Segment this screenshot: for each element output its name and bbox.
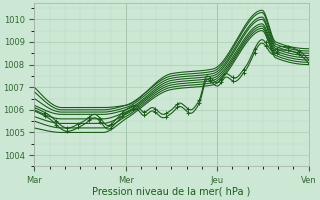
X-axis label: Pression niveau de la mer( hPa ): Pression niveau de la mer( hPa ): [92, 187, 251, 197]
